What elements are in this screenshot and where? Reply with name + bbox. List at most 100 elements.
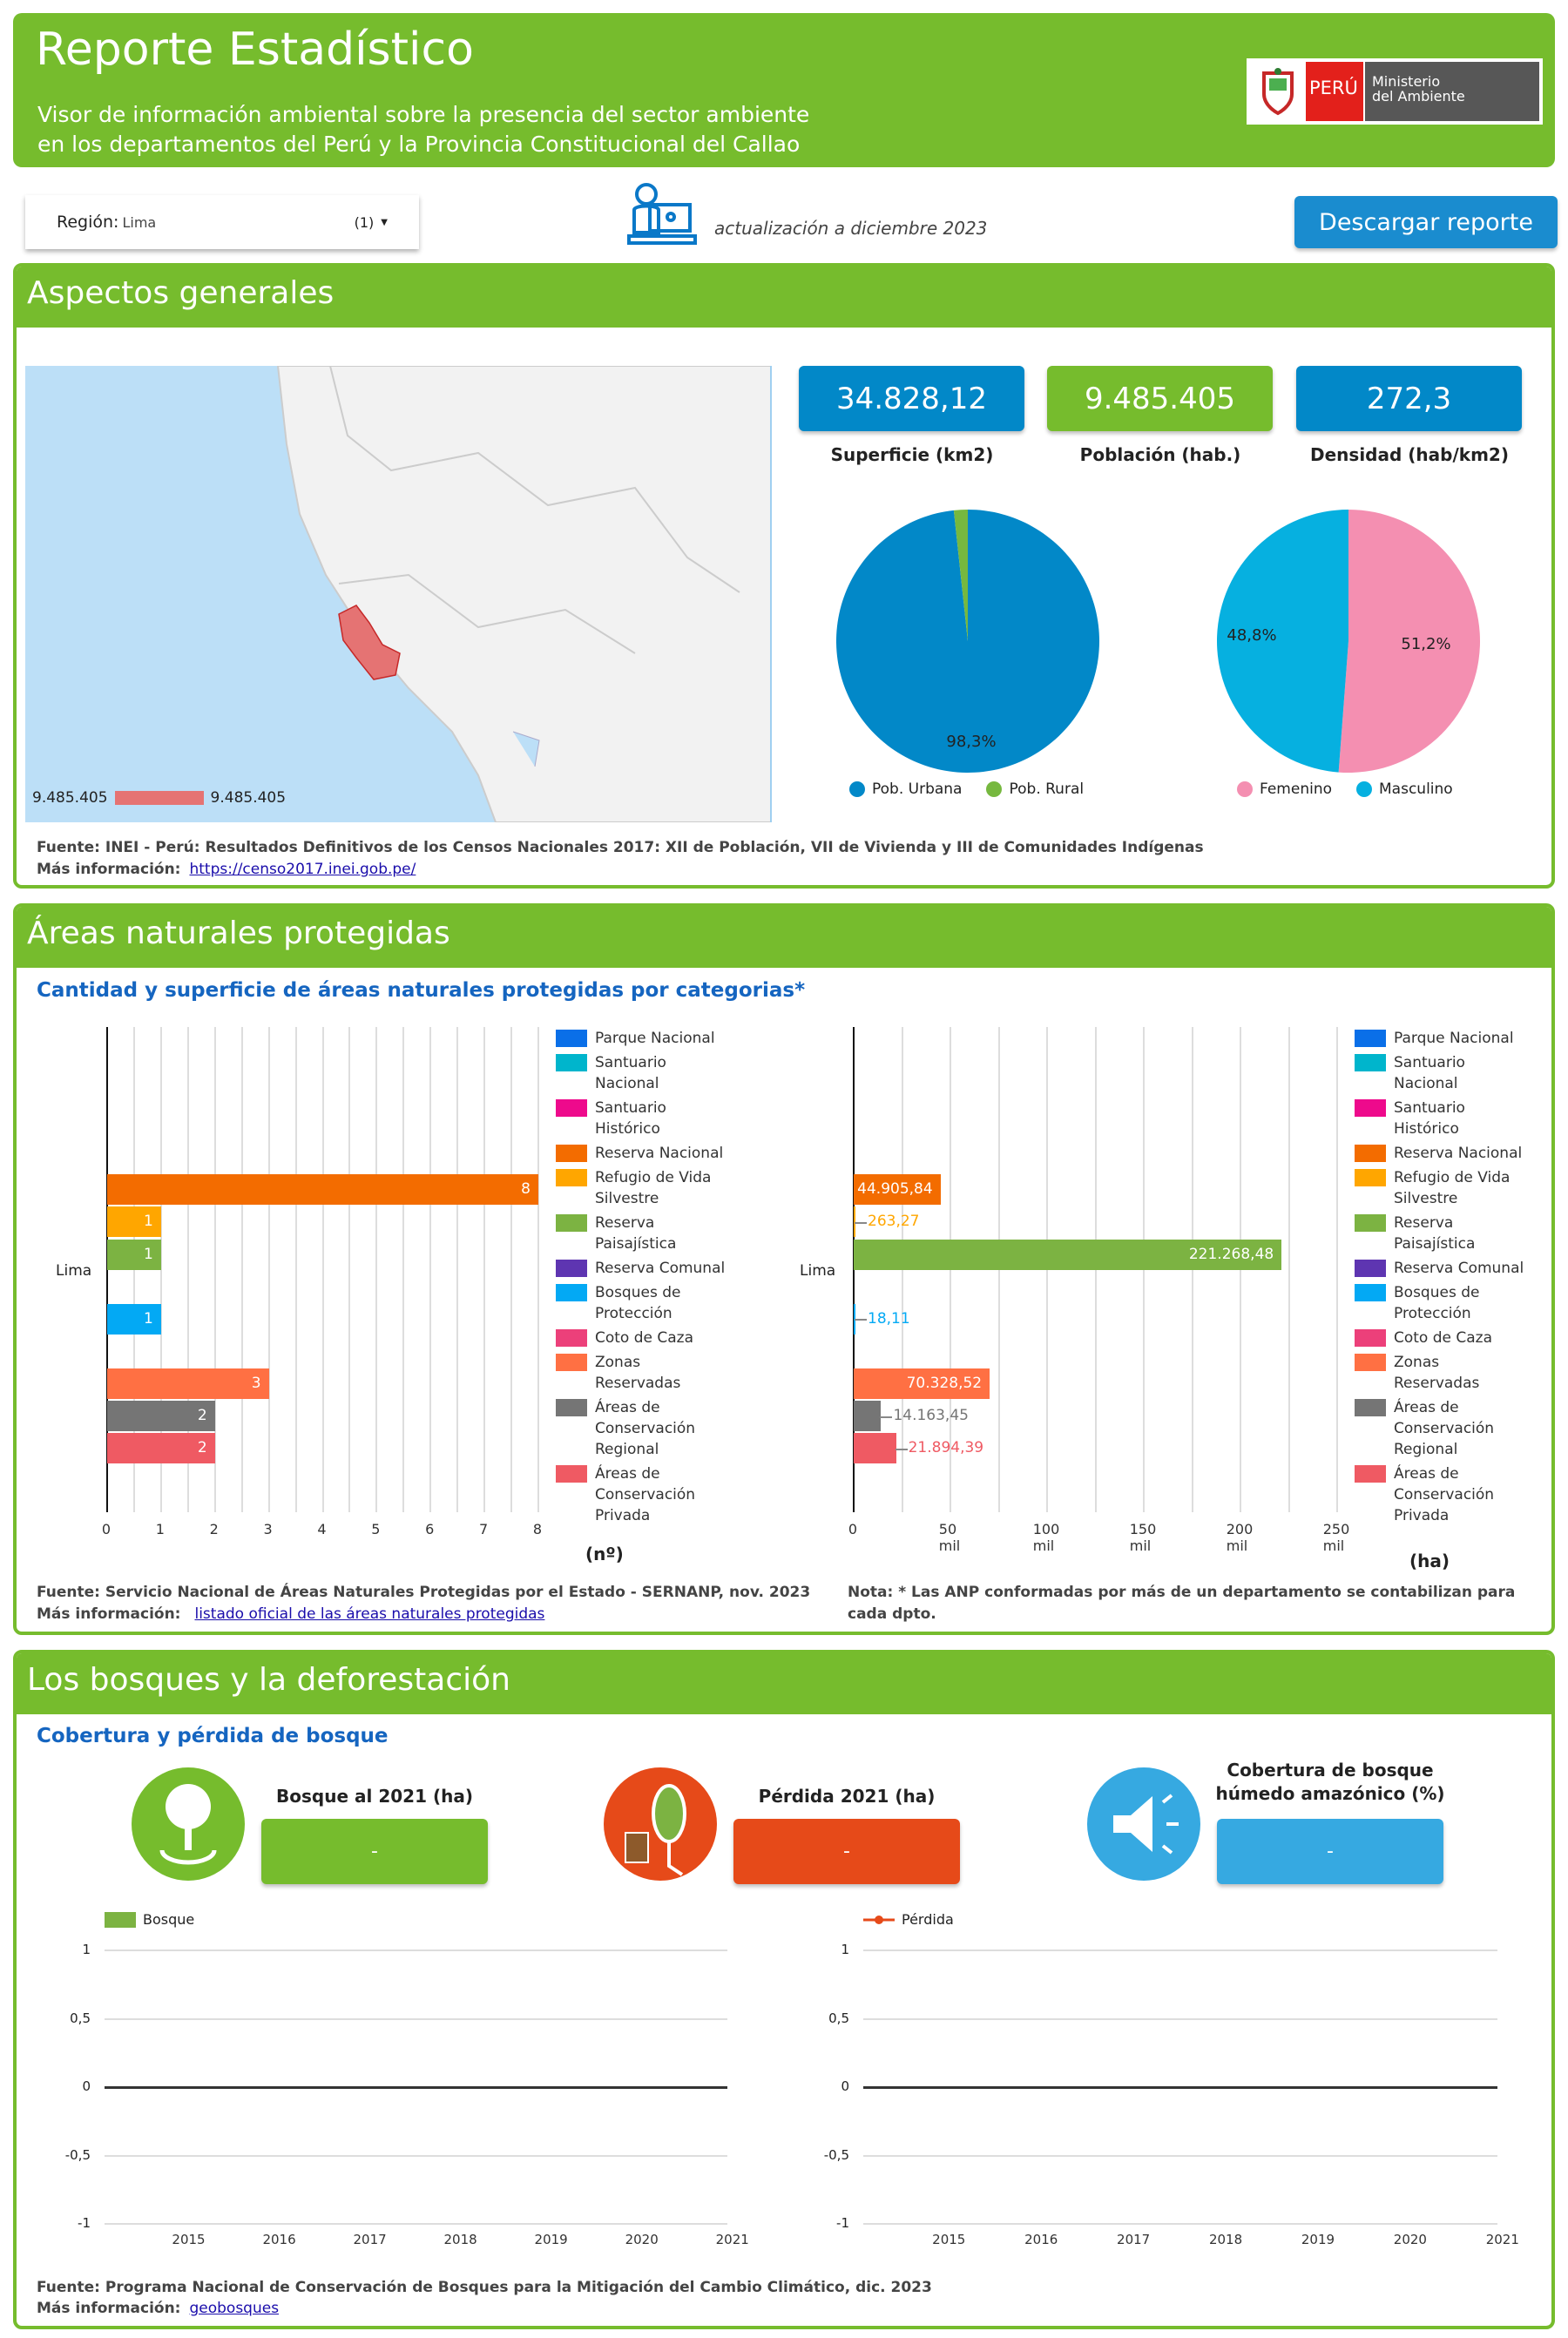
- map-legend-max: 9.485.405: [210, 789, 287, 807]
- x-tick-label: 2015: [932, 2232, 966, 2247]
- legend-item[interactable]: Santuario Histórico: [556, 1098, 730, 1139]
- legend-item[interactable]: Femenino: [1237, 780, 1332, 798]
- legend-item[interactable]: Zonas Reservadas: [1355, 1352, 1529, 1394]
- legend-item[interactable]: Coto de Caza: [1355, 1328, 1529, 1348]
- grid-line: [240, 1027, 243, 1512]
- legend-label: Regional: [595, 1441, 659, 1458]
- grid-line: [483, 1027, 486, 1512]
- x-tick-label: 2019: [534, 2232, 568, 2247]
- bar[interactable]: [854, 1174, 941, 1206]
- legend-item[interactable]: Reserva Comunal: [1355, 1258, 1529, 1279]
- bar[interactable]: [107, 1401, 215, 1432]
- megaphone-icon: [1087, 1767, 1200, 1881]
- anp-more-link[interactable]: listado oficial de las áreas naturales p…: [194, 1605, 545, 1623]
- legend-label: Protección: [1394, 1305, 1471, 1322]
- bar-value-label: 8: [521, 1180, 531, 1199]
- legend-item[interactable]: Áreas de Conservación Privada: [1355, 1463, 1529, 1526]
- legend-item[interactable]: Reserva Nacional: [556, 1143, 730, 1164]
- chart-legend[interactable]: Bosque: [105, 1911, 194, 1928]
- legend-item[interactable]: Refugio de Vida Silvestre: [556, 1167, 730, 1209]
- x-tick-label: 2015: [172, 2232, 206, 2247]
- legend-line-icon: [863, 1915, 895, 1924]
- legend-label: Coto de Caza: [1394, 1329, 1493, 1347]
- legend-item[interactable]: Bosques de Protección: [1355, 1282, 1529, 1324]
- legend-item[interactable]: Reserva Paisajística: [556, 1213, 730, 1254]
- legend-item[interactable]: Parque Nacional: [1355, 1028, 1529, 1049]
- legend-item[interactable]: Bosques de Protección: [556, 1282, 730, 1324]
- legend-item[interactable]: Santuario Histórico: [1355, 1098, 1529, 1139]
- legend-item[interactable]: Santuario Nacional: [556, 1052, 730, 1094]
- y-tick-label: 1: [841, 1942, 849, 1957]
- section-title: Áreas naturales protegidas: [17, 907, 1551, 968]
- pie-slice[interactable]: [1338, 510, 1480, 773]
- legend-item[interactable]: Reserva Nacional: [1355, 1143, 1529, 1164]
- x-tick-label: 8: [532, 1521, 543, 1537]
- legend-item[interactable]: Reserva Paisajística: [1355, 1213, 1529, 1254]
- legend-swatch: [1355, 1145, 1386, 1162]
- forest-card-value: -: [1217, 1819, 1443, 1884]
- legend-item[interactable]: Parque Nacional: [556, 1028, 730, 1049]
- legend-item[interactable]: Zonas Reservadas: [556, 1352, 730, 1394]
- section-title: Aspectos generales: [17, 267, 1551, 328]
- bar[interactable]: [107, 1368, 269, 1399]
- bar[interactable]: [107, 1206, 161, 1238]
- legend-label: Santuario: [1394, 1054, 1465, 1071]
- legend-label: Conservación: [595, 1420, 696, 1437]
- pie-slice[interactable]: [1216, 510, 1348, 773]
- legend-item[interactable]: Pob. Rural: [986, 780, 1084, 798]
- download-report-button[interactable]: Descargar reporte: [1294, 196, 1558, 248]
- page-title: Reporte Estadístico: [36, 24, 474, 76]
- forest-more-link[interactable]: geobosques: [189, 2300, 280, 2317]
- legend-swatch: [1355, 1260, 1386, 1277]
- bar[interactable]: [107, 1239, 161, 1270]
- general-source: Fuente: INEI - Perú: Resultados Definiti…: [37, 839, 1204, 856]
- legend-swatch: [1355, 1099, 1386, 1117]
- legend-item[interactable]: Refugio de Vida Silvestre: [1355, 1167, 1529, 1209]
- bar[interactable]: [107, 1433, 215, 1464]
- coat-of-arms-icon: [1250, 62, 1306, 121]
- bar[interactable]: [854, 1368, 990, 1399]
- legend-label: Bosques de: [1394, 1284, 1480, 1301]
- forest-more-label: Más información:: [37, 2300, 181, 2317]
- bar-value-leader: [895, 1448, 908, 1450]
- legend-item[interactable]: Áreas de Conservación Regional: [1355, 1397, 1529, 1460]
- legend-item[interactable]: Santuario Nacional: [1355, 1052, 1529, 1094]
- chart-legend[interactable]: Pérdida: [863, 1911, 954, 1928]
- legend-label: Refugio de Vida: [595, 1169, 712, 1186]
- legend-item[interactable]: Reserva Comunal: [556, 1258, 730, 1279]
- legend-swatch: [556, 1399, 587, 1416]
- legend-item[interactable]: Áreas de Conservación Privada: [556, 1463, 730, 1526]
- bar-value-label: 221.268,48: [1188, 1245, 1274, 1263]
- bar[interactable]: [854, 1401, 882, 1432]
- bar-value-label: 70.328,52: [906, 1374, 983, 1392]
- legend-swatch: [556, 1099, 587, 1117]
- x-axis-label: (ha): [1409, 1551, 1450, 1571]
- anp-note-2: cada dpto.: [848, 1605, 936, 1623]
- region-value: Lima: [122, 213, 157, 231]
- grid-line: [537, 1027, 539, 1512]
- legend-item[interactable]: Masculino: [1356, 780, 1453, 798]
- general-more-label: Más información:: [37, 861, 181, 878]
- legend-item[interactable]: Áreas de Conservación Regional: [556, 1397, 730, 1460]
- region-select[interactable]: Región: Lima (1) ▼: [25, 195, 419, 249]
- legend-item[interactable]: Pob. Urbana: [849, 780, 962, 798]
- x-tick-label: 5: [371, 1521, 381, 1537]
- bar[interactable]: [854, 1239, 1282, 1270]
- bar[interactable]: [854, 1433, 896, 1464]
- legend-swatch: [556, 1284, 587, 1301]
- pie-slice[interactable]: [953, 510, 968, 641]
- y-tick-label: 0: [841, 2078, 849, 2094]
- legend-label: Protección: [595, 1305, 672, 1322]
- forest-card-label: húmedo amazónico (%): [1215, 1783, 1445, 1804]
- logo-ministry-1: Ministerio: [1372, 73, 1441, 90]
- bar[interactable]: [107, 1303, 161, 1335]
- legend-label: Reserva: [1394, 1214, 1454, 1232]
- general-more-link[interactable]: https://censo2017.inei.gob.pe/: [189, 861, 416, 878]
- bar[interactable]: [854, 1303, 855, 1335]
- bar[interactable]: [107, 1174, 538, 1206]
- legend-item[interactable]: Coto de Caza: [556, 1328, 730, 1348]
- region-map[interactable]: 9.485.405 9.485.405: [25, 366, 772, 822]
- gender-pie-chart: 51,2% 48,8%: [1216, 510, 1480, 773]
- kpi-label: Superficie (km2): [830, 444, 994, 465]
- forest-card-label: Bosque al 2021 (ha): [276, 1786, 473, 1807]
